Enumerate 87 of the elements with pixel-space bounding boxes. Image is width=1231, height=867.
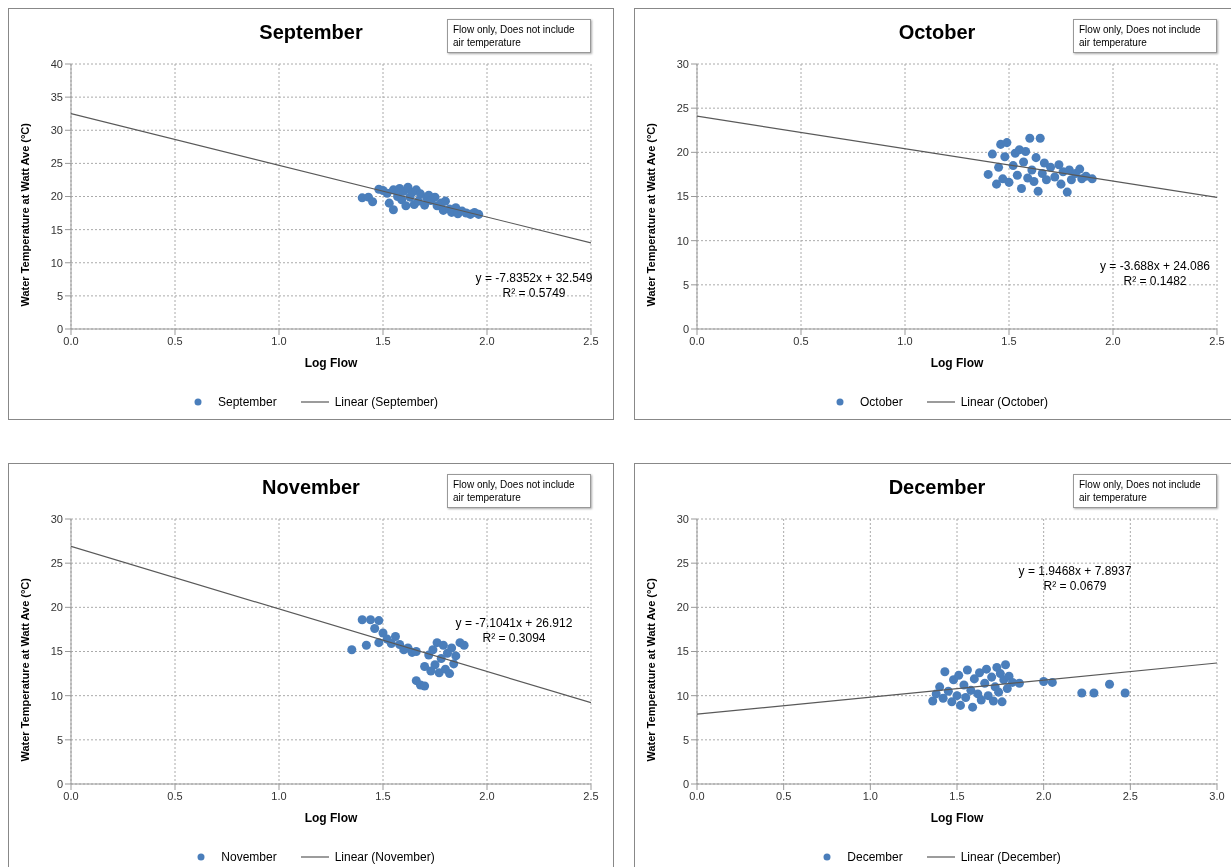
x-tick-label: 2.0 <box>479 789 495 802</box>
annotation: R² = 0.1482 <box>1122 274 1188 289</box>
x-tick-label: 0.5 <box>167 334 183 347</box>
y-tick-label: 15 <box>50 645 63 658</box>
x-tick-label: 2.0 <box>479 334 495 347</box>
y-tick-label: 0 <box>56 777 63 790</box>
x-tick-label: 0.5 <box>776 789 792 802</box>
x-tick-label: 2.0 <box>1105 334 1121 347</box>
y-tick-label: 25 <box>50 157 63 170</box>
chart-title: December <box>888 476 986 498</box>
text: Flow only, Does not include air temperature <box>1073 19 1217 53</box>
annotation: R² = 0.3094 <box>481 631 547 646</box>
y-tick-label: 30 <box>50 512 63 525</box>
x-axis-title: Log Flow <box>930 811 984 825</box>
y-tick-label: 0 <box>682 777 689 790</box>
y-tick-label: 35 <box>50 91 63 104</box>
x-tick-label: 2.0 <box>1036 789 1052 802</box>
y-axis-title: Water Temperature at Watt Ave (°C) <box>644 122 657 307</box>
x-tick-label: 0.0 <box>63 334 79 347</box>
x-tick-label: 1.5 <box>949 789 965 802</box>
x-axis-title: Log Flow <box>930 356 984 370</box>
y-tick-label: 5 <box>56 733 63 746</box>
annotation: y = 1.9468x + 7.8937 <box>1017 564 1133 579</box>
y-tick-label: 20 <box>676 601 689 614</box>
text: Flow only, Does not include air temperature <box>447 474 591 508</box>
y-tick-label: 25 <box>676 557 689 570</box>
x-tick-label: 0.0 <box>689 789 705 802</box>
y-tick-label: 30 <box>676 57 689 70</box>
y-tick-label: 10 <box>50 256 63 269</box>
y-tick-label: 20 <box>50 601 63 614</box>
legend-label: Linear (November) <box>333 850 435 864</box>
y-tick-label: 5 <box>682 278 689 291</box>
legend-label: Linear (December) <box>959 850 1061 864</box>
x-tick-label: 1.5 <box>1001 334 1017 347</box>
y-tick-label: 10 <box>50 689 63 702</box>
legend-label: Linear (September) <box>333 395 439 409</box>
annotation: R² = 0.5749 <box>501 286 567 301</box>
x-tick-label: 1.5 <box>375 334 391 347</box>
y-tick-label: 10 <box>676 689 689 702</box>
x-tick-label: 1.5 <box>375 789 391 802</box>
y-tick-label: 15 <box>676 645 689 658</box>
x-tick-label: 2.5 <box>1209 334 1225 347</box>
annotation: y = -3.688x + 24.086 <box>1098 259 1212 274</box>
y-axis-title: Water Temperature at Watt Ave (°C) <box>18 122 31 307</box>
x-tick-label: 0.0 <box>63 789 79 802</box>
legend-label: Linear (October) <box>959 395 1049 409</box>
legend-label: September <box>216 395 277 409</box>
annotation: R² = 0.0679 <box>1042 579 1108 594</box>
y-tick-label: 30 <box>676 512 689 525</box>
x-axis-title: Log Flow <box>304 356 358 370</box>
y-tick-label: 40 <box>50 57 63 70</box>
x-tick-label: 2.5 <box>583 334 599 347</box>
chart-title: November <box>262 476 360 498</box>
y-tick-label: 25 <box>50 557 63 570</box>
y-tick-label: 30 <box>50 124 63 137</box>
y-tick-label: 20 <box>676 146 689 159</box>
y-tick-label: 0 <box>682 322 689 335</box>
text: Flow only, Does not include air temperature <box>1073 474 1217 508</box>
y-tick-label: 10 <box>676 234 689 247</box>
y-tick-label: 15 <box>50 223 63 236</box>
y-tick-label: 5 <box>682 733 689 746</box>
annotation: y = -7.8352x + 32.549 <box>474 271 594 286</box>
x-tick-label: 0.0 <box>689 334 705 347</box>
y-tick-label: 20 <box>50 190 63 203</box>
y-tick-label: 25 <box>676 102 689 115</box>
x-tick-label: 1.0 <box>271 789 287 802</box>
y-tick-label: 5 <box>56 289 63 302</box>
x-tick-label: 3.0 <box>1209 789 1225 802</box>
x-tick-label: 0.5 <box>167 789 183 802</box>
text: Flow only, Does not include air temperature <box>447 19 591 53</box>
legend-label: December <box>846 850 903 864</box>
y-axis-title: Water Temperature at Watt Ave (°C) <box>644 577 657 762</box>
x-tick-label: 1.0 <box>862 789 878 802</box>
x-tick-label: 1.0 <box>271 334 287 347</box>
x-tick-label: 1.0 <box>897 334 913 347</box>
chart-title: September <box>259 21 363 43</box>
x-tick-label: 0.5 <box>793 334 809 347</box>
y-tick-label: 15 <box>676 190 689 203</box>
x-tick-label: 2.5 <box>583 789 599 802</box>
legend-label: November <box>220 850 277 864</box>
chart-title: October <box>898 21 976 43</box>
y-axis-title: Water Temperature at Watt Ave (°C) <box>18 577 31 762</box>
legend-label: October <box>858 395 903 409</box>
x-tick-label: 2.5 <box>1122 789 1138 802</box>
annotation: y = -7.1041x + 26.912 <box>454 616 574 631</box>
x-axis-title: Log Flow <box>304 811 358 825</box>
y-tick-label: 0 <box>56 322 63 335</box>
